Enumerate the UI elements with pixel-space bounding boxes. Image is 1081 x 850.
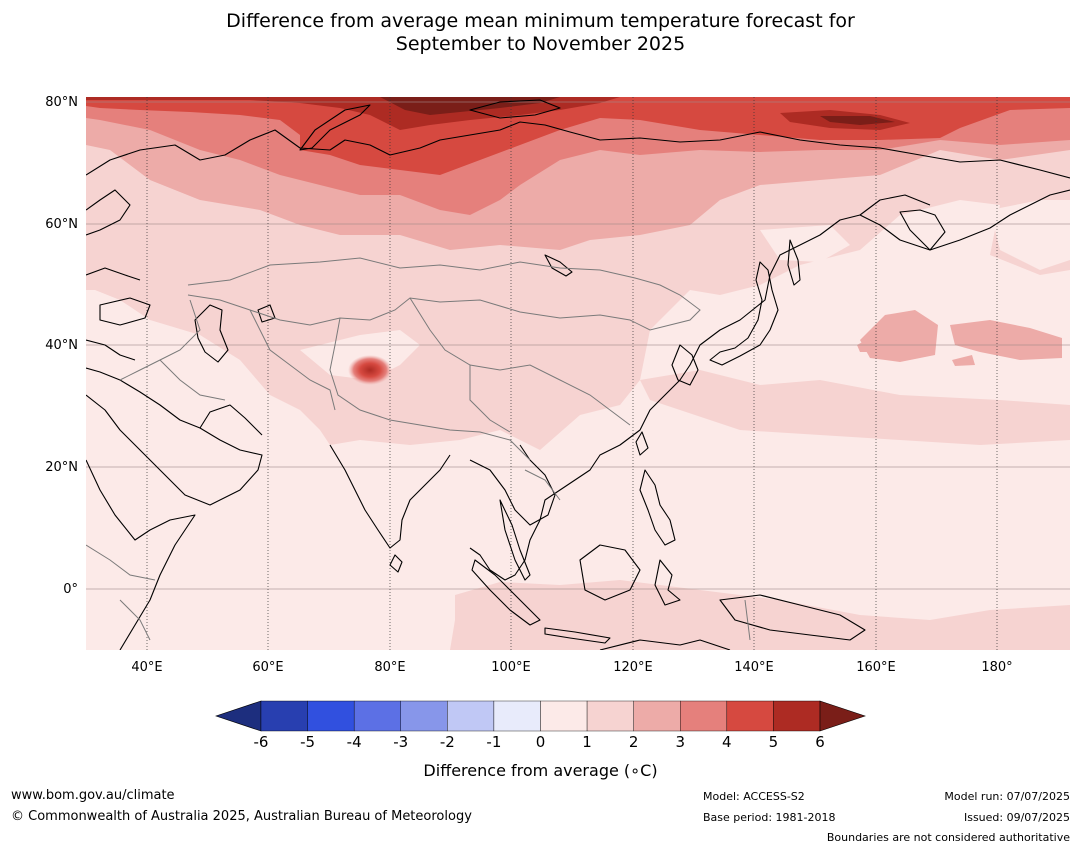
colorbar-swatch [680,700,728,732]
title-line-1: Difference from average mean minimum tem… [226,10,855,32]
lon-label-40e: 40°E [131,660,163,675]
colorbar-tick-label: -3 [393,733,409,751]
colorbar-tick-label: -4 [346,733,362,751]
band-1-2-pacific [640,370,1070,445]
colorbar-swatch [493,700,541,732]
lat-label-80n: 80°N [45,95,78,110]
band-1-2-south [450,580,1070,650]
chart-title: Difference from average mean minimum tem… [0,10,1081,56]
lat-label-20n: 20°N [45,460,78,475]
patch-0-1-japan [990,200,1070,270]
colorbar-tick-label: 1 [582,733,592,751]
band-2-3-pacific-a [860,310,938,362]
footer-url[interactable]: www.bom.gov.au/climate [11,788,175,803]
patch-0-1-amur [760,225,850,262]
colorbar-tick-label: 0 [535,733,546,751]
footer-base-period: Base period: 1981-2018 [703,811,836,824]
colorbar-swatch [773,700,821,732]
tibet-hotspot [348,355,392,385]
colorbar-tick-label: -2 [439,733,455,751]
lat-label-0: 0° [63,582,78,597]
colorbar-label: Difference from average (∘C) [423,761,658,780]
colorbar-arrow-high [819,700,866,732]
footer-model-run: Model run: 07/07/2025 [944,790,1070,803]
colorbar-swatch [307,700,355,732]
colorbar-arrow-low [215,700,262,732]
colorbar-swatch [540,700,588,732]
colorbar-swatch [726,700,774,732]
band-2-3-pacific-c [952,355,975,366]
colorbar-swatch [353,700,401,732]
forecast-map [86,97,1070,650]
lon-label-100e: 100°E [491,660,531,675]
lon-gridlines [146,97,998,650]
colorbar-tick-label: 6 [815,733,825,751]
lon-label-140e: 140°E [734,660,774,675]
lon-label-180: 180° [981,660,1013,675]
footer-disclaimer: Boundaries are not considered authoritat… [826,831,1070,844]
colorbar-tick-label: -6 [253,733,269,751]
colorbar-swatch [447,700,495,732]
lat-label-60n: 60°N [45,217,78,232]
colorbar-tick-label: -5 [300,733,316,751]
colorbar-tick-label: 3 [675,733,686,751]
colorbar-tick-label: 4 [722,733,732,751]
colorbar-tick-label: -1 [486,733,502,751]
colorbar-tick-label: 2 [628,733,639,751]
footer-copyright: © Commonwealth of Australia 2025, Austra… [11,809,472,824]
lon-label-160e: 160°E [856,660,896,675]
lat-label-40n: 40°N [45,338,78,353]
lon-label-80e: 80°E [374,660,406,675]
lat-gridlines [86,101,1070,590]
footer-issued: Issued: 09/07/2025 [963,811,1070,824]
colorbar-tick-label: 5 [768,733,779,751]
colorbar-swatch [586,700,634,732]
colorbar-swatch [400,700,448,732]
lon-label-60e: 60°E [252,660,284,675]
title-line-2: September to November 2025 [395,33,686,55]
band-2-3-pacific-b [950,320,1062,360]
colorbar-swatch [260,700,308,732]
coastlines [86,99,1070,650]
country-borders [86,257,751,641]
footer-model: Model: ACCESS-S2 [703,790,805,803]
colorbar-swatch [633,700,681,732]
lon-label-120e: 120°E [613,660,653,675]
